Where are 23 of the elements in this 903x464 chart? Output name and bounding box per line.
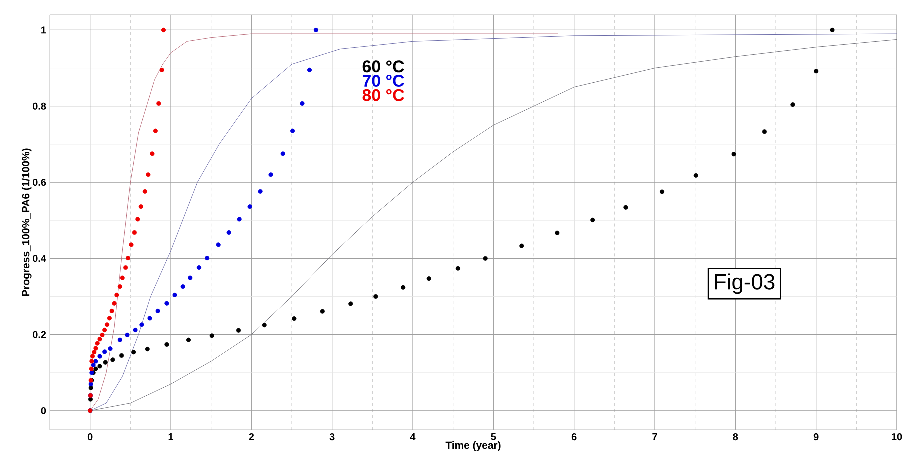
x-tick-label: 8 xyxy=(733,434,738,441)
y-tick-label: 0.4 xyxy=(33,255,46,262)
x-tick-label: 2 xyxy=(249,434,254,440)
x-tick-label: 5 xyxy=(491,434,496,440)
x-tick-label: 1 xyxy=(168,434,174,440)
annotation: Fig-03 xyxy=(715,274,775,294)
text: 80 °C xyxy=(362,89,404,102)
y-axis-title: Progress_100%_PA6 (1/100%) xyxy=(22,148,32,296)
x-tick-label: 4 xyxy=(410,434,416,440)
x-tick-label: 0 xyxy=(88,434,93,441)
x-axis-title: Time (year) xyxy=(446,441,501,452)
text: 60 °C xyxy=(362,60,404,73)
x-tick-label: 3 xyxy=(330,434,335,441)
x-tick-label: 7 xyxy=(652,434,658,440)
y-tick-label: 0.2 xyxy=(33,331,46,338)
x-tick-label: 9 xyxy=(814,434,819,441)
text: 70 °C xyxy=(362,74,404,87)
y-tick-label: 0.8 xyxy=(33,102,46,110)
y-tick-label: 0 xyxy=(41,407,46,414)
x-tick-label: 6 xyxy=(572,434,577,441)
y-tick-label: 1 xyxy=(42,26,46,34)
y-tick-label: 0.6 xyxy=(33,178,46,186)
x-tick-label: 10 xyxy=(892,434,902,441)
